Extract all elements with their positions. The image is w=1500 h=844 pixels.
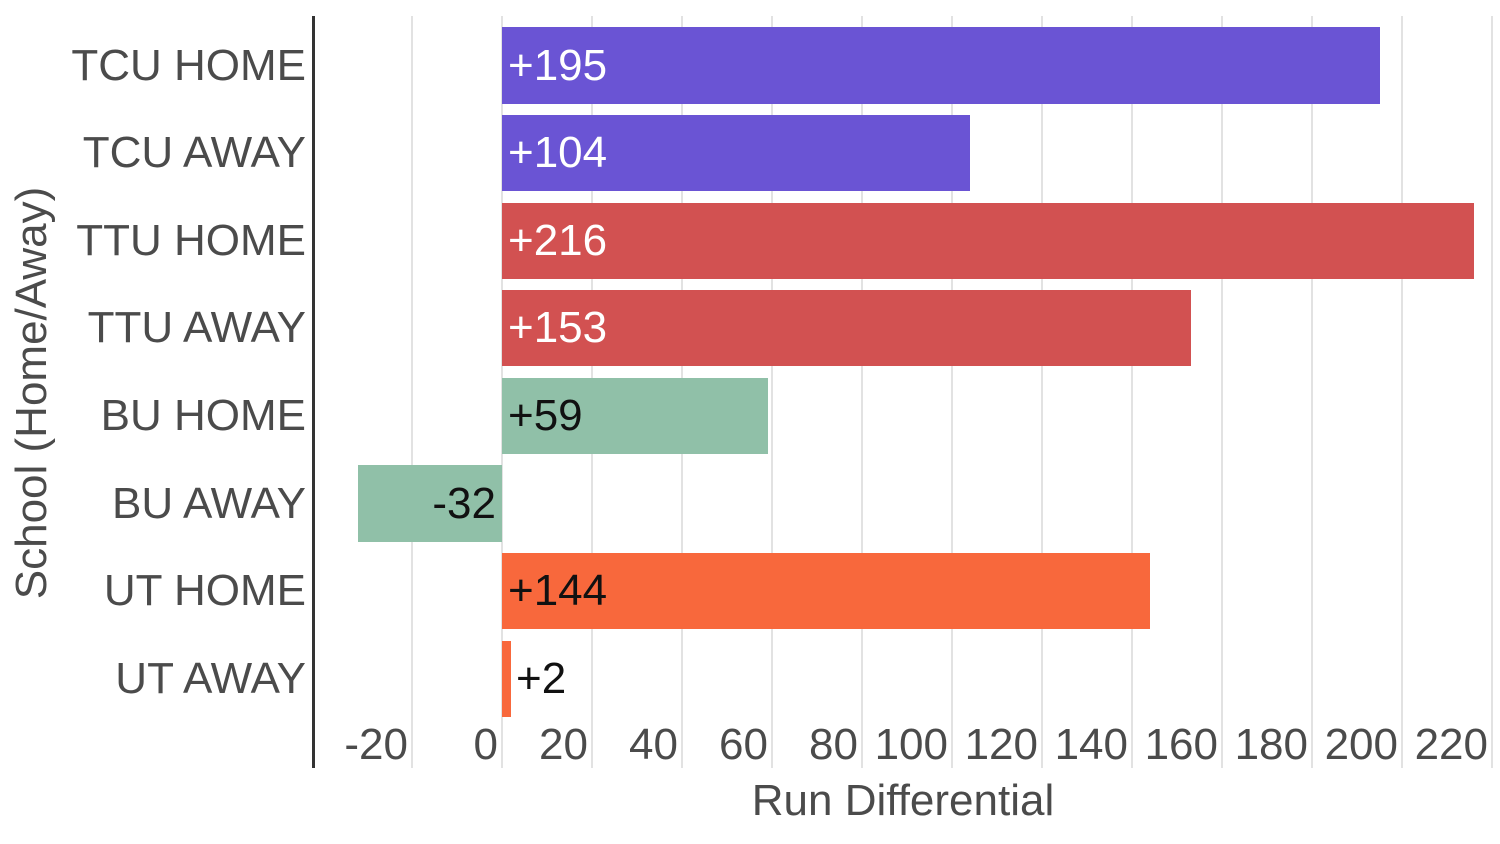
category-label: TTU HOME bbox=[76, 215, 306, 265]
bar-value-label: -32 bbox=[432, 478, 496, 528]
gridline bbox=[1041, 16, 1043, 768]
gridline bbox=[411, 16, 413, 768]
x-tick-label: 100 bbox=[874, 720, 948, 769]
bar-value-label: +195 bbox=[508, 40, 608, 90]
gridline bbox=[1401, 16, 1403, 768]
gridline bbox=[771, 16, 773, 768]
x-tick-label: 80 bbox=[809, 720, 858, 769]
x-tick-label: -20 bbox=[344, 720, 408, 769]
category-label: BU AWAY bbox=[112, 478, 306, 528]
x-tick-label: 120 bbox=[964, 720, 1038, 769]
bar bbox=[502, 290, 1191, 367]
category-label: UT AWAY bbox=[115, 653, 306, 703]
category-label: TCU AWAY bbox=[82, 128, 306, 178]
gridline bbox=[951, 16, 953, 768]
category-label: UT HOME bbox=[103, 566, 306, 616]
x-tick-label: 60 bbox=[719, 720, 768, 769]
bar bbox=[502, 115, 970, 192]
bar-value-label: +153 bbox=[508, 303, 608, 353]
x-tick-label: 140 bbox=[1054, 720, 1128, 769]
gridline bbox=[1311, 16, 1313, 768]
gridline bbox=[1221, 16, 1223, 768]
bar bbox=[358, 465, 502, 542]
x-axis-title: Run Differential bbox=[751, 776, 1055, 825]
bar-value-label: +144 bbox=[508, 566, 608, 616]
bar-value-label: +104 bbox=[508, 128, 608, 178]
gridline bbox=[1131, 16, 1133, 768]
bar bbox=[502, 640, 511, 717]
bar-value-label: +59 bbox=[508, 390, 583, 440]
x-tick-label: 160 bbox=[1144, 720, 1218, 769]
bar bbox=[502, 377, 768, 454]
bar bbox=[502, 553, 1150, 630]
bar-value-label: +2 bbox=[516, 653, 567, 703]
x-tick-label: 20 bbox=[539, 720, 588, 769]
x-tick-label: 0 bbox=[473, 720, 498, 769]
gridline bbox=[1491, 16, 1493, 768]
x-tick-label: 200 bbox=[1324, 720, 1398, 769]
bar-value-label: +216 bbox=[508, 215, 608, 265]
bar bbox=[502, 27, 1380, 104]
gridline bbox=[861, 16, 863, 768]
category-label: TTU AWAY bbox=[87, 303, 306, 353]
y-axis-line bbox=[312, 16, 315, 768]
x-tick-label: 40 bbox=[629, 720, 678, 769]
bar bbox=[502, 202, 1474, 279]
x-tick-label: 180 bbox=[1234, 720, 1308, 769]
category-label: TCU HOME bbox=[71, 40, 306, 90]
x-tick-label: 220 bbox=[1414, 720, 1488, 769]
category-label: BU HOME bbox=[100, 390, 306, 440]
